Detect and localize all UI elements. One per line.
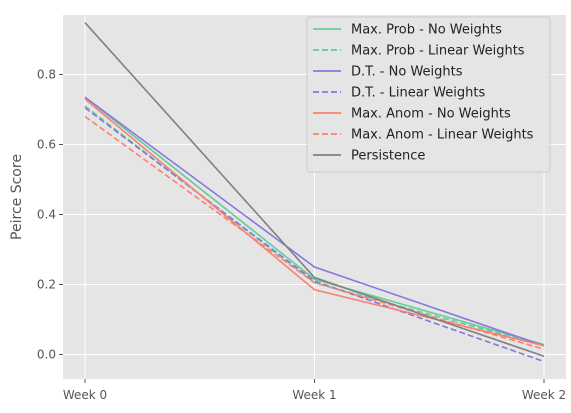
legend: Max. Prob - No Weights Max. Prob - Linear… [306,16,551,173]
x-tick-label: Week 2 [522,388,566,402]
legend-label: D.T. - Linear Weights [351,86,485,101]
legend-box [306,16,551,173]
axis-ticks: 0.0 0.2 0.4 0.6 0.8 Week 0 Week 1 Week 2 [37,68,566,403]
legend-label: D.T. - No Weights [351,65,463,80]
series-line-6 [84,22,545,358]
series-lines [84,22,545,363]
legend-label: Max. Prob - No Weights [351,23,502,38]
legend-label: Max. Anom - No Weights [351,107,511,122]
legend-label: Persistence [351,149,425,164]
series-line-5 [84,115,545,351]
series-line-3 [84,107,545,363]
y-tick-label: 0.4 [37,208,56,222]
series-line-0 [84,96,545,346]
x-tick-label: Week 0 [63,388,107,402]
legend-label: Max. Anom - Linear Weights [351,128,534,143]
x-tick-label: Week 1 [292,388,336,402]
y-tick-label: 0.8 [37,68,56,82]
y-tick-label: 0.2 [37,278,56,292]
series-line-2 [84,96,545,347]
y-axis-label: Peirce Score [9,154,25,240]
legend-label: Max. Prob - Linear Weights [351,44,525,59]
y-tick-label: 0.0 [37,348,56,362]
y-tick-label: 0.6 [37,138,56,152]
